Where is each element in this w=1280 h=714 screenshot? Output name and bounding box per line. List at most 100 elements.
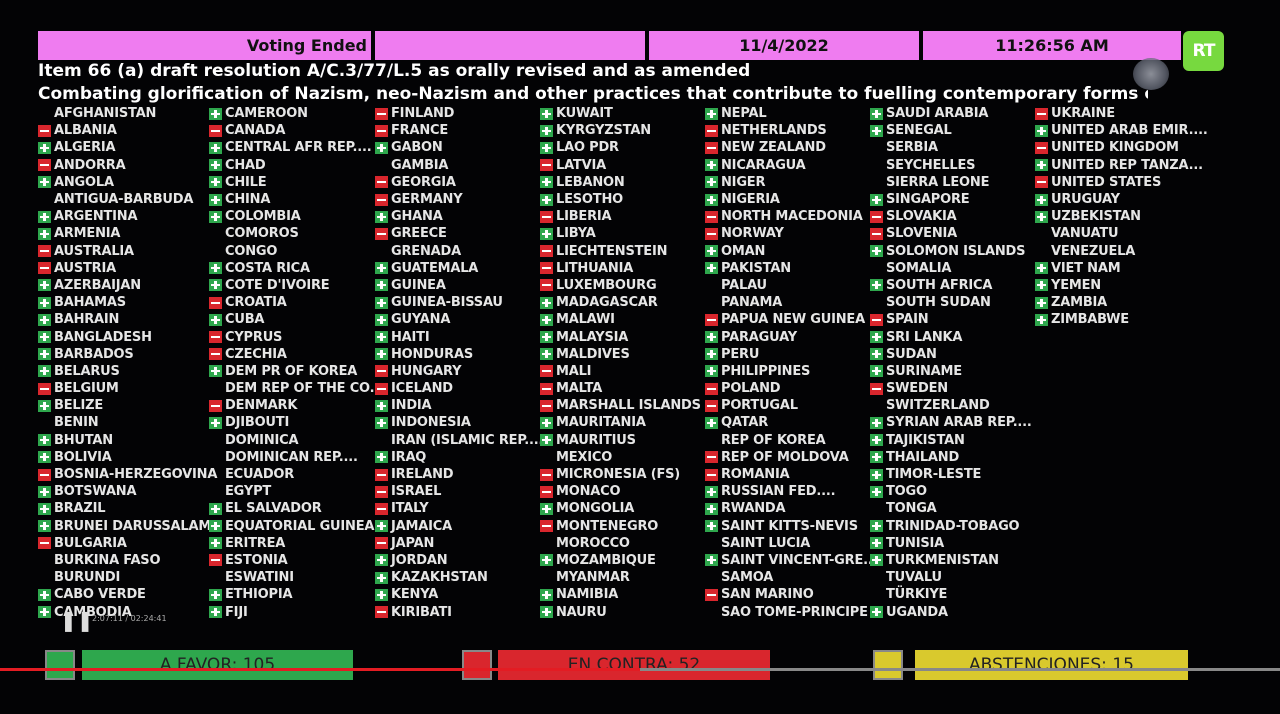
vote-no-icon [540, 245, 553, 258]
pause-icon[interactable]: ❚❚ [60, 608, 94, 632]
country-row: MAURITANIA [540, 414, 701, 431]
country-row: SEYCHELLES [870, 157, 1032, 174]
country-row: ROMANIA [705, 466, 877, 483]
country-name: MAURITIUS [556, 432, 636, 448]
country-name: HONDURAS [391, 346, 473, 362]
vote-yes-icon [209, 193, 222, 206]
country-name: ESWATINI [225, 570, 294, 586]
country-row: BULGARIA [38, 535, 217, 552]
country-row: SENEGAL [870, 122, 1032, 139]
country-row: UZBEKISTAN [1035, 208, 1208, 225]
country-name: GHANA [391, 209, 443, 225]
country-row: PAKISTAN [705, 260, 877, 277]
country-name: AZERBAIJAN [54, 277, 141, 293]
country-row: LATVIA [540, 157, 701, 174]
country-row: BAHRAIN [38, 311, 217, 328]
country-name: LESOTHO [556, 192, 623, 208]
vote-yes-icon [209, 141, 222, 154]
un-emblem-icon [1133, 58, 1169, 90]
vote-yes-icon [705, 193, 718, 206]
vote-no-icon [540, 159, 553, 172]
country-row: CENTRAL AFR REP.... [209, 139, 384, 156]
vote-abstain-icon [540, 451, 553, 463]
country-name: UKRAINE [1051, 106, 1115, 122]
country-name: GERMANY [391, 192, 463, 208]
country-name: RUSSIAN FED.... [721, 484, 836, 500]
vote-yes-icon [870, 331, 883, 344]
country-row: BAHAMAS [38, 294, 217, 311]
header-bar: Voting Ended 11/4/2022 11:26:56 AM [38, 31, 1181, 60]
country-name: MALI [556, 363, 592, 379]
vote-yes-icon [1035, 210, 1048, 223]
country-row: SUDAN [870, 346, 1032, 363]
vote-no-icon [540, 365, 553, 378]
country-name: PANAMA [721, 295, 783, 311]
country-name: KENYA [391, 587, 439, 603]
country-name: ZAMBIA [1051, 295, 1108, 311]
vote-no-icon [540, 382, 553, 395]
country-row: MALAWI [540, 311, 701, 328]
country-row: AFGHANISTAN [38, 105, 217, 122]
vote-yes-icon [38, 331, 51, 344]
vote-yes-icon [705, 262, 718, 275]
country-name: COTE D'IVOIRE [225, 277, 330, 293]
country-row: MONGOLIA [540, 500, 701, 517]
country-name: PORTUGAL [721, 398, 798, 414]
vote-no-icon [540, 468, 553, 481]
video-progress-bar[interactable] [0, 668, 1280, 671]
country-name: CENTRAL AFR REP.... [225, 140, 372, 156]
country-name: CHINA [225, 192, 271, 208]
vote-no-icon [375, 124, 388, 137]
vote-no-icon [209, 296, 222, 309]
country-name: TURKMENISTAN [886, 552, 999, 568]
rt-logo: RT [1183, 31, 1224, 71]
vote-no-icon [375, 382, 388, 395]
country-row: COTE D'IVOIRE [209, 277, 384, 294]
vote-yes-icon [38, 365, 51, 378]
vote-time: 11:26:56 AM [923, 31, 1181, 60]
vote-no-icon [540, 210, 553, 223]
vote-yes-icon [540, 176, 553, 189]
country-row: NEW ZEALAND [705, 139, 877, 156]
country-name: FRANCE [391, 123, 449, 139]
country-row: EGYPT [209, 483, 384, 500]
country-row: CYPRUS [209, 328, 384, 345]
country-name: ROMANIA [721, 467, 790, 483]
vote-no-icon [209, 348, 222, 361]
country-name: MAURITANIA [556, 415, 646, 431]
country-row: BRAZIL [38, 500, 217, 517]
country-row: HONDURAS [375, 346, 543, 363]
vote-no-icon [38, 262, 51, 275]
country-row: LUXEMBOURG [540, 277, 701, 294]
vote-no-icon [705, 451, 718, 464]
country-row: IRELAND [375, 466, 543, 483]
vote-yes-icon [1035, 124, 1048, 137]
country-name: BANGLADESH [54, 329, 152, 345]
country-name: CZECHIA [225, 346, 287, 362]
country-row: VANUATU [1035, 225, 1208, 242]
country-row: GUATEMALA [375, 260, 543, 277]
country-row: LESOTHO [540, 191, 701, 208]
country-name: EGYPT [225, 484, 272, 500]
country-name: NICARAGUA [721, 157, 806, 173]
country-name: FINLAND [391, 106, 455, 122]
country-name: SLOVENIA [886, 226, 958, 242]
country-row: ALGERIA [38, 139, 217, 156]
vote-no-icon [1035, 141, 1048, 154]
country-name: CANADA [225, 123, 286, 139]
country-name: LIBYA [556, 226, 596, 242]
country-row: ESWATINI [209, 569, 384, 586]
country-name: SAO TOME-PRINCIPE [721, 604, 868, 620]
vote-yes-icon [705, 245, 718, 258]
country-name: IRAN (ISLAMIC REP.... [391, 432, 544, 448]
vote-none-icon [870, 159, 883, 171]
country-name: YEMEN [1051, 277, 1101, 293]
vote-none-icon [38, 572, 51, 584]
country-name: SOLOMON ISLANDS [886, 243, 1026, 259]
vote-yes-icon [1035, 159, 1048, 172]
country-row: PARAGUAY [705, 328, 877, 345]
country-name: BOSNIA-HERZEGOVINA [54, 467, 218, 483]
country-row: GUINEA-BISSAU [375, 294, 543, 311]
vote-yes-icon [705, 416, 718, 429]
country-row: MALI [540, 363, 701, 380]
